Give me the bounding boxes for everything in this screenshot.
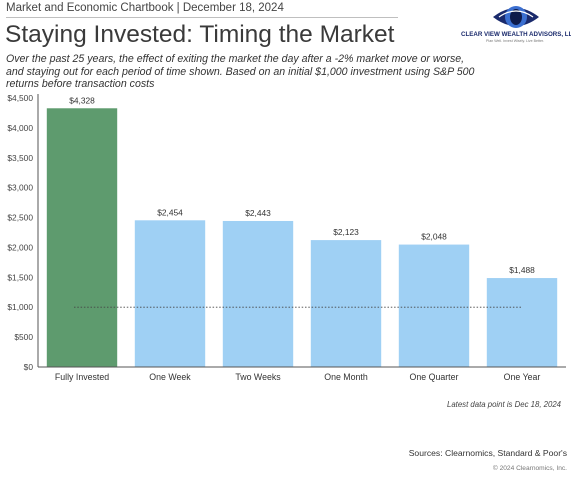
chartbook-header: Market and Economic Chartbook | December… — [6, 2, 284, 14]
copyright-note: © 2024 Clearnomics, Inc. — [492, 465, 567, 472]
data-label: $2,443 — [245, 208, 271, 218]
data-label: $4,328 — [69, 95, 95, 105]
sources-note: Sources: Clearnomics, Standard & Poor's — [408, 448, 567, 458]
y-tick-label: $1,000 — [7, 302, 33, 312]
x-tick-label: One Year — [504, 372, 541, 382]
company-logo: CLEAR VIEW WEALTH ADVISORS, LLC Plan Wel… — [461, 4, 571, 44]
bar — [486, 278, 558, 367]
x-tick-label: One Quarter — [410, 372, 459, 382]
bar — [398, 244, 470, 367]
x-tick-label: One Month — [324, 372, 368, 382]
chart-subtitle: Over the past 25 years, the effect of ex… — [6, 53, 475, 91]
x-tick-label: Two Weeks — [235, 372, 281, 382]
bar — [134, 220, 206, 367]
y-tick-label: $0 — [24, 362, 34, 372]
logo-tagline: Plan Well. Invest Wisely. Live Better. — [486, 39, 544, 43]
y-tick-label: $1,500 — [7, 272, 33, 282]
data-label: $1,488 — [509, 265, 535, 275]
y-tick-label: $3,000 — [7, 183, 33, 193]
y-tick-label: $4,500 — [7, 93, 33, 103]
header-divider — [6, 17, 398, 18]
y-tick-label: $2,000 — [7, 242, 33, 252]
bar — [222, 220, 294, 367]
bar — [46, 108, 118, 368]
latest-data-note: Latest data point is Dec 18, 2024 — [447, 400, 561, 409]
bar — [310, 240, 382, 367]
chart-title: Staying Invested: Timing the Market — [5, 21, 395, 48]
y-tick-label: $3,500 — [7, 153, 33, 163]
y-tick-label: $4,000 — [7, 123, 33, 133]
y-tick-label: $500 — [14, 332, 33, 342]
x-tick-label: Fully Invested — [55, 372, 109, 382]
y-tick-label: $2,500 — [7, 213, 33, 223]
x-tick-label: One Week — [149, 372, 191, 382]
data-label: $2,048 — [421, 232, 447, 242]
data-label: $2,454 — [157, 207, 183, 217]
data-label: $2,123 — [333, 227, 359, 237]
logo-company-name: CLEAR VIEW WEALTH ADVISORS, LLC — [461, 31, 571, 38]
eye-icon — [493, 6, 539, 28]
